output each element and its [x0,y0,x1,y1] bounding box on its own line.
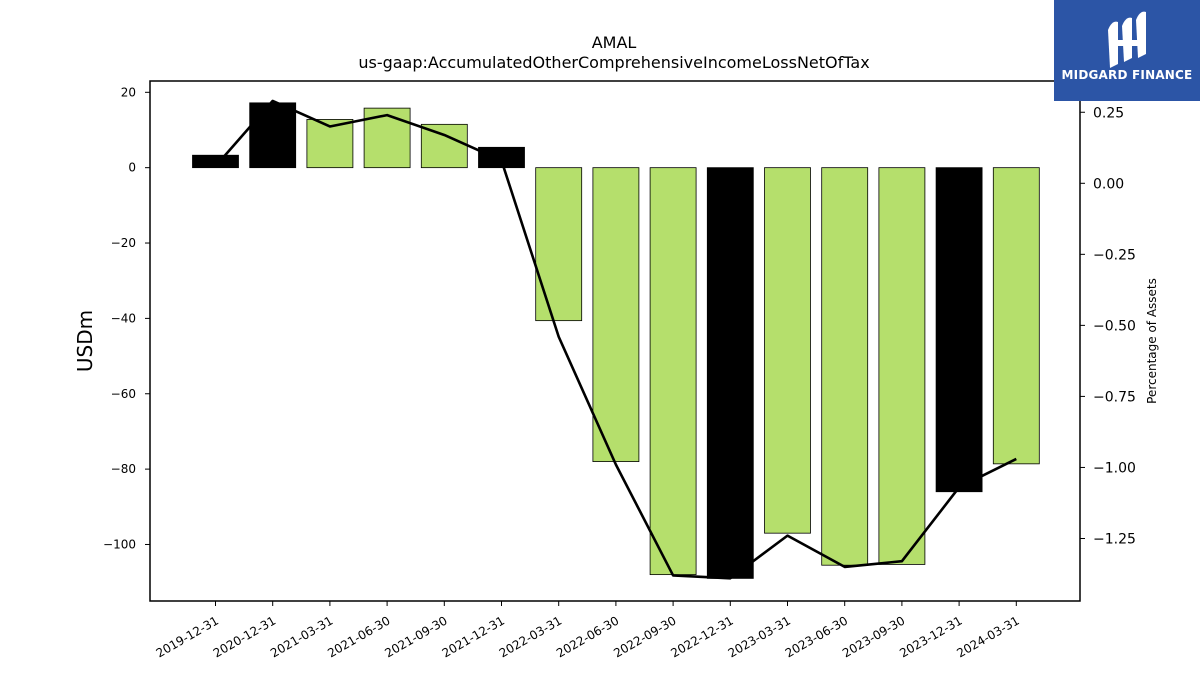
bar-2022-12-31 [706,167,754,579]
x-tick-label: 2023-09-30 [840,613,907,660]
x-tick-label: 2019-12-31 [154,613,221,660]
bar-2023-06-30 [821,167,869,566]
y2-tick-label: 0.25 [1093,105,1124,121]
x-tick-label: 2021-06-30 [325,613,392,660]
bar-2022-06-30 [592,167,640,462]
y-tick-label: −100 [103,537,136,551]
x-tick-label: 2022-12-31 [668,613,735,660]
bar-2023-03-31 [764,167,811,534]
bar-2022-09-30 [649,167,697,576]
y2-tick-label: −0.75 [1093,389,1136,405]
y2-tick-label: −1.00 [1093,460,1136,476]
x-tick-label: 2022-03-31 [497,613,564,660]
bar-2021-12-31 [478,146,525,169]
y2-tick-label: −0.25 [1093,247,1136,263]
bar-2020-12-31 [249,102,297,169]
x-tick-label: 2022-09-30 [611,613,678,660]
y-tick-label: 20 [121,85,136,99]
y-tick-label: −40 [111,311,136,325]
brand-logo: MIDGARD FINANCE [1054,0,1200,101]
bar-2023-12-31 [935,167,983,493]
y2-tick-label: −1.25 [1093,531,1136,547]
y-tick-label: −20 [111,236,136,250]
x-tick-label: 2021-12-31 [440,613,507,660]
y-axis-label: USDm [73,310,97,372]
x-tick-label: 2021-03-31 [268,613,335,660]
plot-frame [149,80,1081,602]
y-tick-label: −80 [111,462,136,476]
y2-tick-label: −0.50 [1093,318,1136,334]
chart-subtitle: us-gaap:AccumulatedOtherComprehensiveInc… [358,53,869,72]
chart-title: AMAL [592,33,637,52]
x-tick-label: 2020-12-31 [211,613,278,660]
x-tick-label: 2023-03-31 [726,613,793,660]
x-tick-label: 2024-03-31 [954,613,1021,660]
y-tick-label: −60 [111,387,136,401]
bar-2023-09-30 [878,167,926,565]
percentage-of-assets-line [214,99,1017,580]
x-tick-label: 2021-09-30 [382,613,449,660]
brand-name: MIDGARD FINANCE [1061,68,1193,82]
bar-2024-03-31 [992,167,1040,465]
y2-tick-label: 0.00 [1093,176,1124,192]
bar-2021-06-30 [363,107,411,169]
bar-2022-03-31 [535,167,583,322]
midgard-logo-icon [1108,11,1146,68]
y2-axis-label: Percentage of Assets [1145,278,1159,404]
bar-2021-09-30 [420,123,468,169]
x-tick-label: 2023-06-30 [783,613,850,660]
x-tick-label: 2023-12-31 [897,613,964,660]
x-tick-label: 2022-06-30 [554,613,621,660]
bar-2019-12-31 [192,154,239,169]
y-tick-label: 0 [128,161,136,175]
